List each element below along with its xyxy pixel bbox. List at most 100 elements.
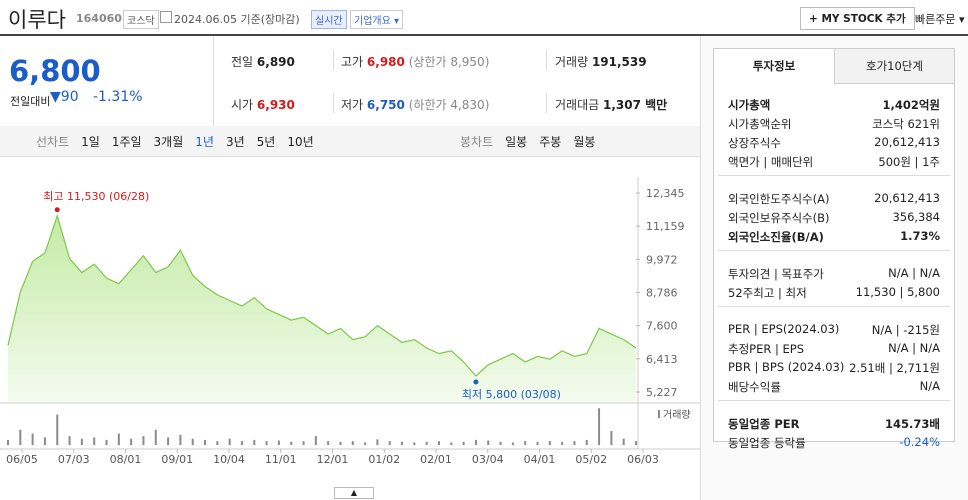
extreme-marker bbox=[473, 379, 479, 385]
price-box bbox=[0, 36, 700, 127]
volume-bar bbox=[19, 429, 22, 445]
volume-bar bbox=[290, 441, 293, 445]
stat: 전일 6,890 bbox=[231, 53, 295, 70]
x-tick-label: 02/01 bbox=[420, 453, 452, 466]
extreme-label: 최고 11,530 (06/28) bbox=[43, 190, 149, 203]
volume-bar bbox=[511, 442, 514, 445]
stat-value: 6,890 bbox=[256, 55, 295, 69]
info-value: 500원 | 1주 bbox=[878, 155, 940, 169]
info-label: 시가총액 bbox=[728, 98, 771, 112]
stat-label: 저가 bbox=[341, 98, 364, 112]
x-tick-label: 06/03 bbox=[627, 453, 659, 466]
extreme-label: 최저 5,800 (03/08) bbox=[462, 388, 561, 401]
volume-bar bbox=[351, 441, 354, 445]
volume-bar bbox=[425, 441, 428, 445]
volume-bar bbox=[204, 439, 207, 445]
volume-bar bbox=[216, 441, 219, 445]
volume-bar bbox=[277, 440, 280, 445]
info-label: 52주최고 | 최저 bbox=[728, 286, 807, 300]
period-bar bbox=[0, 126, 700, 157]
volume-bar bbox=[376, 439, 379, 445]
volume-bar bbox=[130, 438, 133, 445]
info-label: 외국인보유주식수(B) bbox=[728, 211, 830, 225]
volume-bar bbox=[524, 441, 527, 445]
volume-bar bbox=[117, 433, 120, 445]
overview-button[interactable]: 기업개요 ▾ bbox=[350, 10, 404, 29]
period[interactable]: 주봉 bbox=[539, 135, 562, 149]
info-row: 추정PER | EPS N/A | N/A bbox=[728, 341, 940, 357]
y-tick-label: 12,345 bbox=[646, 187, 685, 200]
info-label: 시가총액순위 bbox=[728, 117, 792, 131]
info-row: 동일업종 등락률 -0.24% bbox=[728, 435, 940, 451]
info-value: 356,384 bbox=[892, 210, 940, 224]
volume-bar bbox=[536, 441, 539, 445]
period[interactable]: 1일 bbox=[81, 135, 100, 149]
info-value: 1.73% bbox=[900, 229, 940, 243]
info-row: 동일업종 PER 145.73배 bbox=[728, 416, 940, 432]
info-value: 2.51배 | 2,711원 bbox=[849, 361, 940, 375]
volume-bar bbox=[610, 431, 613, 445]
period[interactable]: 10년 bbox=[287, 135, 314, 149]
period[interactable]: 1주일 bbox=[111, 135, 142, 149]
stat-value: 6,930 bbox=[256, 98, 295, 112]
calendar-icon bbox=[160, 11, 172, 23]
line-chart-label: 선차트 bbox=[36, 135, 70, 149]
x-tick-label: 03/04 bbox=[472, 453, 504, 466]
volume-bar bbox=[302, 441, 305, 445]
stock-code: 164060 bbox=[76, 12, 122, 25]
stat-value: 1,307 백만 bbox=[603, 98, 668, 112]
period[interactable]: 월봉 bbox=[573, 135, 596, 149]
info-value: 1,402억원 bbox=[882, 98, 940, 112]
stat-label: 거래량 bbox=[555, 55, 589, 69]
period[interactable]: 3년 bbox=[225, 135, 245, 149]
info-label: 외국인소진율(B/A) bbox=[728, 230, 824, 244]
info-label: 상장주식수 bbox=[728, 136, 781, 150]
volume-bar bbox=[327, 441, 330, 445]
volume-bar bbox=[474, 439, 477, 445]
volume-bar bbox=[635, 441, 637, 445]
volume-bar bbox=[68, 436, 71, 445]
stat: 시가 6,930 bbox=[231, 96, 295, 113]
period[interactable]: 5년 bbox=[256, 135, 276, 149]
stat-value: 6,980 bbox=[366, 55, 405, 69]
volume-bar bbox=[228, 438, 231, 445]
stat-label: 고가 bbox=[341, 55, 364, 69]
my-stock-button[interactable]: + MY STOCK 추가 bbox=[800, 7, 915, 30]
area-fill bbox=[8, 215, 636, 402]
info-label: PER | EPS(2024.03) bbox=[728, 322, 840, 336]
tab[interactable]: 투자정보 bbox=[714, 49, 834, 83]
period[interactable]: 3개월 bbox=[153, 135, 184, 149]
stat: 거래대금 1,307 백만 bbox=[555, 96, 667, 113]
x-tick-label: 07/03 bbox=[58, 453, 90, 466]
volume-bar bbox=[56, 414, 59, 445]
volume-legend-swatch bbox=[658, 410, 660, 418]
period[interactable]: 일봉 bbox=[505, 135, 528, 149]
tab[interactable]: 호가10단계 bbox=[834, 49, 954, 84]
stat-limit: (하한가 4,830) bbox=[408, 98, 490, 112]
info-label: 외국인한도주식수(A) bbox=[728, 192, 830, 206]
volume-bar bbox=[7, 439, 9, 445]
collapse-button[interactable]: ▲ bbox=[334, 487, 374, 499]
volume-bar bbox=[314, 436, 317, 445]
volume-bar bbox=[388, 441, 391, 445]
quick-order[interactable]: 빠른주문 ▾ bbox=[915, 13, 965, 26]
info-label: 투자의견 | 목표주가 bbox=[728, 267, 824, 281]
volume-bar bbox=[240, 441, 243, 445]
volume-bar bbox=[622, 438, 625, 445]
info-row: 시가총액순위 코스닥 621위 bbox=[728, 116, 940, 132]
volume-bar bbox=[43, 437, 46, 445]
volume-bar bbox=[413, 442, 416, 445]
y-tick-label: 9,972 bbox=[646, 253, 678, 266]
volume-bar bbox=[598, 408, 601, 445]
x-tick-label: 11/01 bbox=[265, 453, 297, 466]
info-row: 투자의견 | 목표주가 N/A | N/A bbox=[728, 266, 940, 282]
divider bbox=[546, 93, 547, 113]
stock-name: 이루다 bbox=[8, 8, 66, 32]
info-row: 외국인보유주식수(B) 356,384 bbox=[728, 210, 940, 226]
group-divider bbox=[718, 400, 950, 401]
change-label: 전일대비 bbox=[10, 95, 51, 108]
volume-bar bbox=[142, 436, 145, 445]
period-selected[interactable]: 1년 bbox=[195, 135, 214, 149]
info-value: 145.73배 bbox=[885, 417, 940, 431]
